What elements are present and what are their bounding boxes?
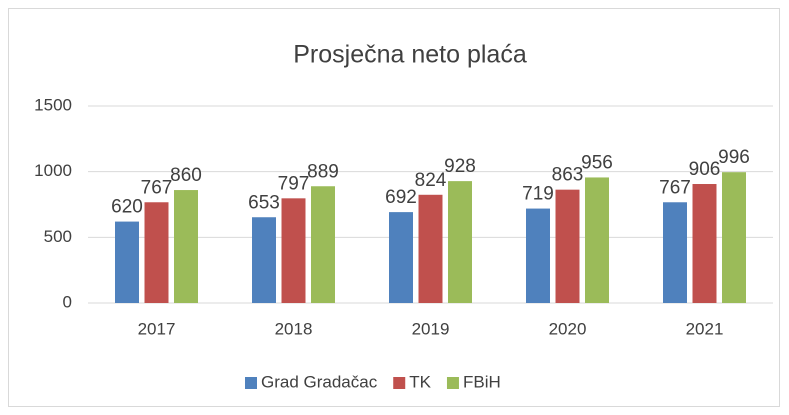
data-label: 692 [385,187,417,208]
y-tick-label: 1000 [34,161,72,180]
legend-label: FBiH [463,372,501,391]
data-label: 719 [522,184,554,205]
bar [722,172,746,303]
y-tick-label: 0 [63,292,72,311]
bar [252,217,276,303]
bar [663,202,687,303]
data-label: 996 [718,147,750,168]
data-label: 956 [581,152,613,173]
data-label: 889 [307,161,339,182]
x-tick-label: 2019 [412,319,450,338]
data-label: 653 [248,192,280,213]
x-tick-label: 2021 [686,319,724,338]
y-tick-label: 1500 [34,95,72,114]
chart-title: Prosječna neto plaća [293,41,527,69]
data-label: 797 [278,173,310,194]
y-tick-label: 500 [44,227,72,246]
data-label: 928 [444,156,476,177]
bar [692,184,717,303]
bar [585,177,609,303]
x-tick-label: 2018 [275,319,313,338]
data-label: 906 [689,159,721,180]
bar [418,194,443,303]
data-label: 824 [415,170,447,191]
legend-swatch [245,377,257,389]
data-label: 767 [659,177,691,198]
bar [526,208,550,303]
bar [311,186,335,303]
legend-swatch [446,377,459,389]
chart-border [8,8,780,407]
x-tick-label: 2020 [549,319,587,338]
bar [115,221,139,303]
bar [281,198,306,303]
bar [144,202,169,303]
bar [389,212,413,303]
bar [174,190,198,303]
legend-label: Grad Gradačac [261,372,378,391]
bar [555,189,580,303]
data-label: 767 [141,177,173,198]
data-label: 620 [111,197,143,218]
legend-swatch [393,377,406,389]
data-label: 860 [170,165,202,186]
legend-label: TK [409,372,431,391]
x-tick-label: 2017 [138,319,176,338]
data-label: 863 [552,165,584,186]
bar [448,181,472,303]
